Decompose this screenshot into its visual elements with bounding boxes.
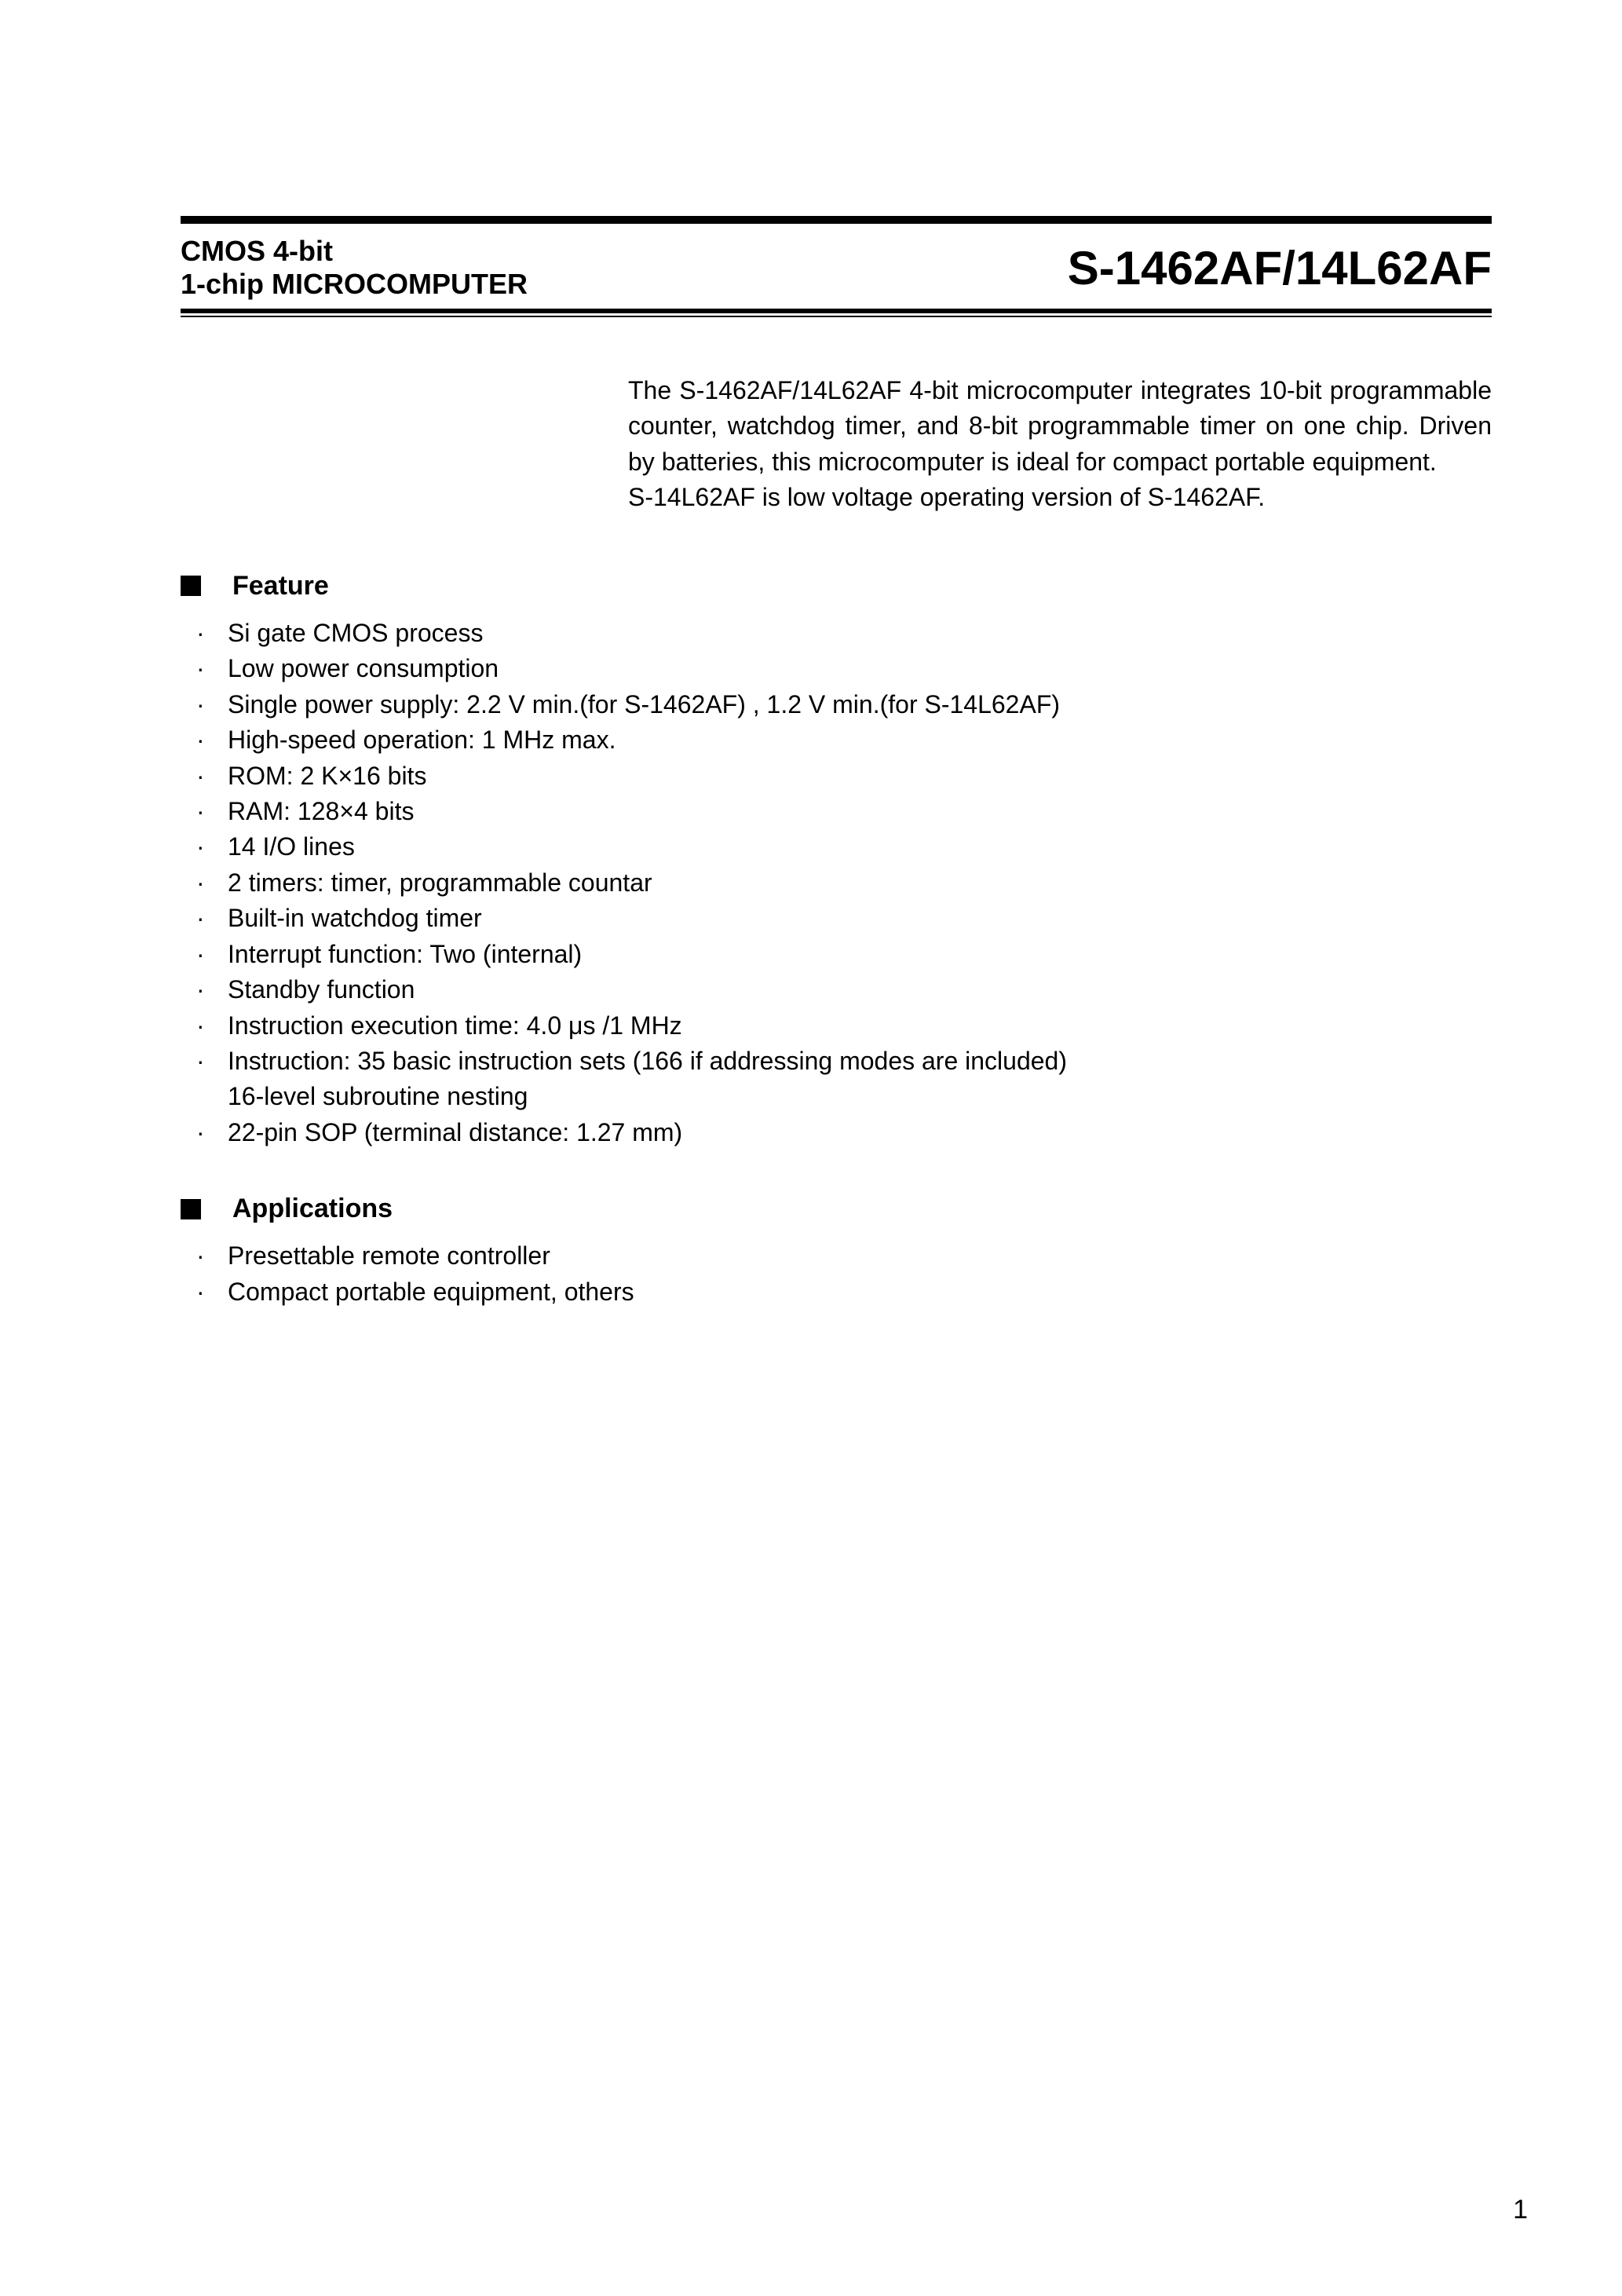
feature-heading-label: Feature <box>232 571 329 601</box>
feature-item: Instruction execution time: 4.0 μs /1 MH… <box>228 1008 1492 1044</box>
applications-list: Presettable remote controllerCompact por… <box>181 1238 1492 1310</box>
feature-item: Instruction: 35 basic instruction sets (… <box>228 1044 1492 1079</box>
content-area: CMOS 4-bit 1-chip MICROCOMPUTER S-1462AF… <box>181 216 1492 1310</box>
applications-item: Compact portable equipment, others <box>228 1274 1492 1310</box>
feature-item: 16-level subroutine nesting <box>228 1079 1492 1114</box>
applications-item: Presettable remote controller <box>228 1238 1492 1274</box>
feature-heading: Feature <box>181 571 1492 601</box>
feature-item: Interrupt function: Two (internal) <box>228 937 1492 972</box>
intro-text: The S-1462AF/14L62AF 4-bit microcomputer… <box>628 373 1492 516</box>
square-bullet-icon <box>181 1199 201 1219</box>
subtitle-line1: CMOS 4-bit <box>181 235 528 268</box>
part-number: S-1462AF/14L62AF <box>1068 241 1492 295</box>
page: CMOS 4-bit 1-chip MICROCOMPUTER S-1462AF… <box>0 0 1622 2296</box>
square-bullet-icon <box>181 576 201 596</box>
header-bottom-rule <box>181 309 1492 318</box>
feature-item: 14 I/O lines <box>228 829 1492 865</box>
feature-item: Standby function <box>228 972 1492 1007</box>
page-number: 1 <box>1513 2195 1528 2225</box>
intro-paragraph-2: S-14L62AF is low voltage operating versi… <box>628 480 1492 515</box>
feature-item: Single power supply: 2.2 V min.(for S-14… <box>228 687 1492 722</box>
header-row: CMOS 4-bit 1-chip MICROCOMPUTER S-1462AF… <box>181 224 1492 309</box>
feature-item: ROM: 2 K×16 bits <box>228 759 1492 794</box>
subtitle-line2: 1-chip MICROCOMPUTER <box>181 268 528 301</box>
feature-list: Si gate CMOS processLow power consumptio… <box>181 616 1492 1151</box>
top-rule <box>181 216 1492 224</box>
intro-paragraph-1: The S-1462AF/14L62AF 4-bit microcomputer… <box>628 373 1492 480</box>
feature-item: Built-in watchdog timer <box>228 901 1492 936</box>
feature-item: 2 timers: timer, programmable countar <box>228 865 1492 901</box>
feature-item: High-speed operation: 1 MHz max. <box>228 722 1492 758</box>
header-subtitle: CMOS 4-bit 1-chip MICROCOMPUTER <box>181 235 528 301</box>
applications-heading: Applications <box>181 1194 1492 1224</box>
feature-item: RAM: 128×4 bits <box>228 794 1492 829</box>
feature-item: Low power consumption <box>228 651 1492 686</box>
applications-heading-label: Applications <box>232 1194 393 1224</box>
feature-item: 22-pin SOP (terminal distance: 1.27 mm) <box>228 1115 1492 1150</box>
feature-item: Si gate CMOS process <box>228 616 1492 651</box>
